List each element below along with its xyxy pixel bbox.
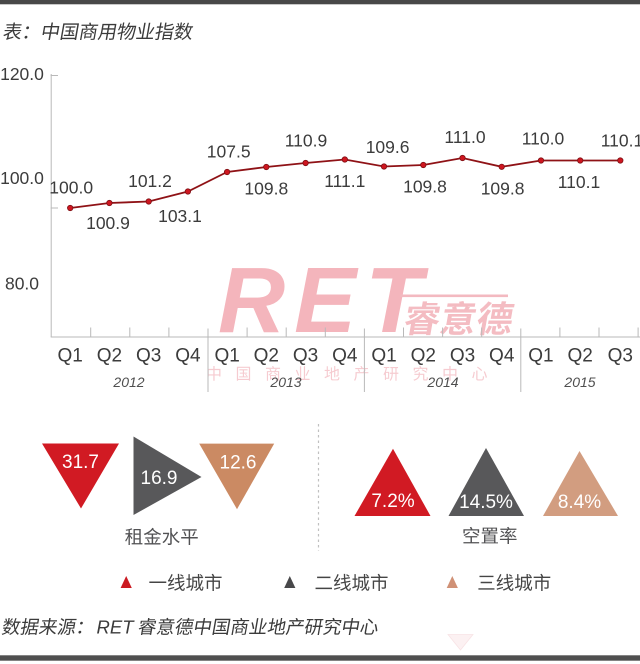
svg-text:Q3: Q3 xyxy=(608,346,633,367)
svg-text:Q1: Q1 xyxy=(528,346,553,367)
svg-text:Q2: Q2 xyxy=(97,346,122,367)
svg-text:31.7: 31.7 xyxy=(62,452,99,473)
svg-text:109.8: 109.8 xyxy=(481,178,525,198)
svg-text:103.1: 103.1 xyxy=(158,206,202,226)
svg-text:2014: 2014 xyxy=(426,374,458,390)
svg-text:100.0: 100.0 xyxy=(0,168,44,188)
svg-text:8.4%: 8.4% xyxy=(558,492,601,513)
svg-text:Q4: Q4 xyxy=(489,346,515,367)
svg-text:111.0: 111.0 xyxy=(444,127,485,147)
svg-text:110.9: 110.9 xyxy=(285,131,328,151)
svg-text:109.6: 109.6 xyxy=(366,137,410,157)
svg-text:2015: 2015 xyxy=(563,374,595,390)
svg-text:RET: RET xyxy=(218,248,431,352)
svg-text:Q2: Q2 xyxy=(568,346,593,367)
svg-text:Q3: Q3 xyxy=(450,346,475,367)
svg-text:Q4: Q4 xyxy=(332,346,358,367)
svg-text:RET: RET xyxy=(97,617,136,638)
svg-text:14.5%: 14.5% xyxy=(459,492,513,513)
svg-text:Q4: Q4 xyxy=(175,346,201,367)
svg-text:109.8: 109.8 xyxy=(403,177,447,197)
svg-text:100.9: 100.9 xyxy=(86,213,130,233)
svg-text:109.8: 109.8 xyxy=(244,179,288,199)
svg-text:Q3: Q3 xyxy=(293,346,318,367)
svg-text:Q2: Q2 xyxy=(254,346,279,367)
svg-text:7.2%: 7.2% xyxy=(371,491,414,512)
svg-text:16.9: 16.9 xyxy=(141,468,178,489)
svg-text:80.0: 80.0 xyxy=(5,274,39,294)
svg-text:107.5: 107.5 xyxy=(207,142,251,162)
svg-text:Q2: Q2 xyxy=(411,346,436,367)
svg-text:110.1: 110.1 xyxy=(601,131,640,151)
svg-text:Q3: Q3 xyxy=(136,346,161,367)
svg-text:2013: 2013 xyxy=(269,374,301,390)
svg-text:120.0: 120.0 xyxy=(0,64,44,84)
svg-text:Q1: Q1 xyxy=(58,346,83,367)
svg-text:110.0: 110.0 xyxy=(522,129,565,149)
svg-text:110.1: 110.1 xyxy=(558,172,601,192)
svg-text:Q1: Q1 xyxy=(371,346,396,367)
svg-text:101.2: 101.2 xyxy=(128,171,172,191)
svg-text:2012: 2012 xyxy=(112,374,144,390)
svg-text:111.1: 111.1 xyxy=(324,171,365,191)
svg-text:Q1: Q1 xyxy=(214,346,239,367)
svg-text:12.6: 12.6 xyxy=(220,452,257,473)
svg-text:100.0: 100.0 xyxy=(49,178,93,198)
